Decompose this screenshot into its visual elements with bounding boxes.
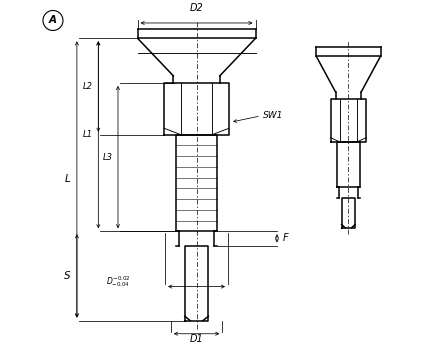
Text: F: F — [282, 233, 288, 243]
Text: S: S — [64, 271, 71, 281]
Text: D2: D2 — [190, 3, 204, 13]
Text: L3: L3 — [102, 153, 112, 162]
Text: L: L — [65, 175, 71, 184]
Text: D1: D1 — [190, 334, 204, 344]
Text: $D^{-0.02}_{-0.04}$: $D^{-0.02}_{-0.04}$ — [106, 274, 130, 289]
Text: A: A — [49, 16, 57, 25]
Text: SW1: SW1 — [262, 111, 283, 121]
Text: L1: L1 — [83, 130, 93, 139]
Text: L2: L2 — [83, 82, 93, 91]
